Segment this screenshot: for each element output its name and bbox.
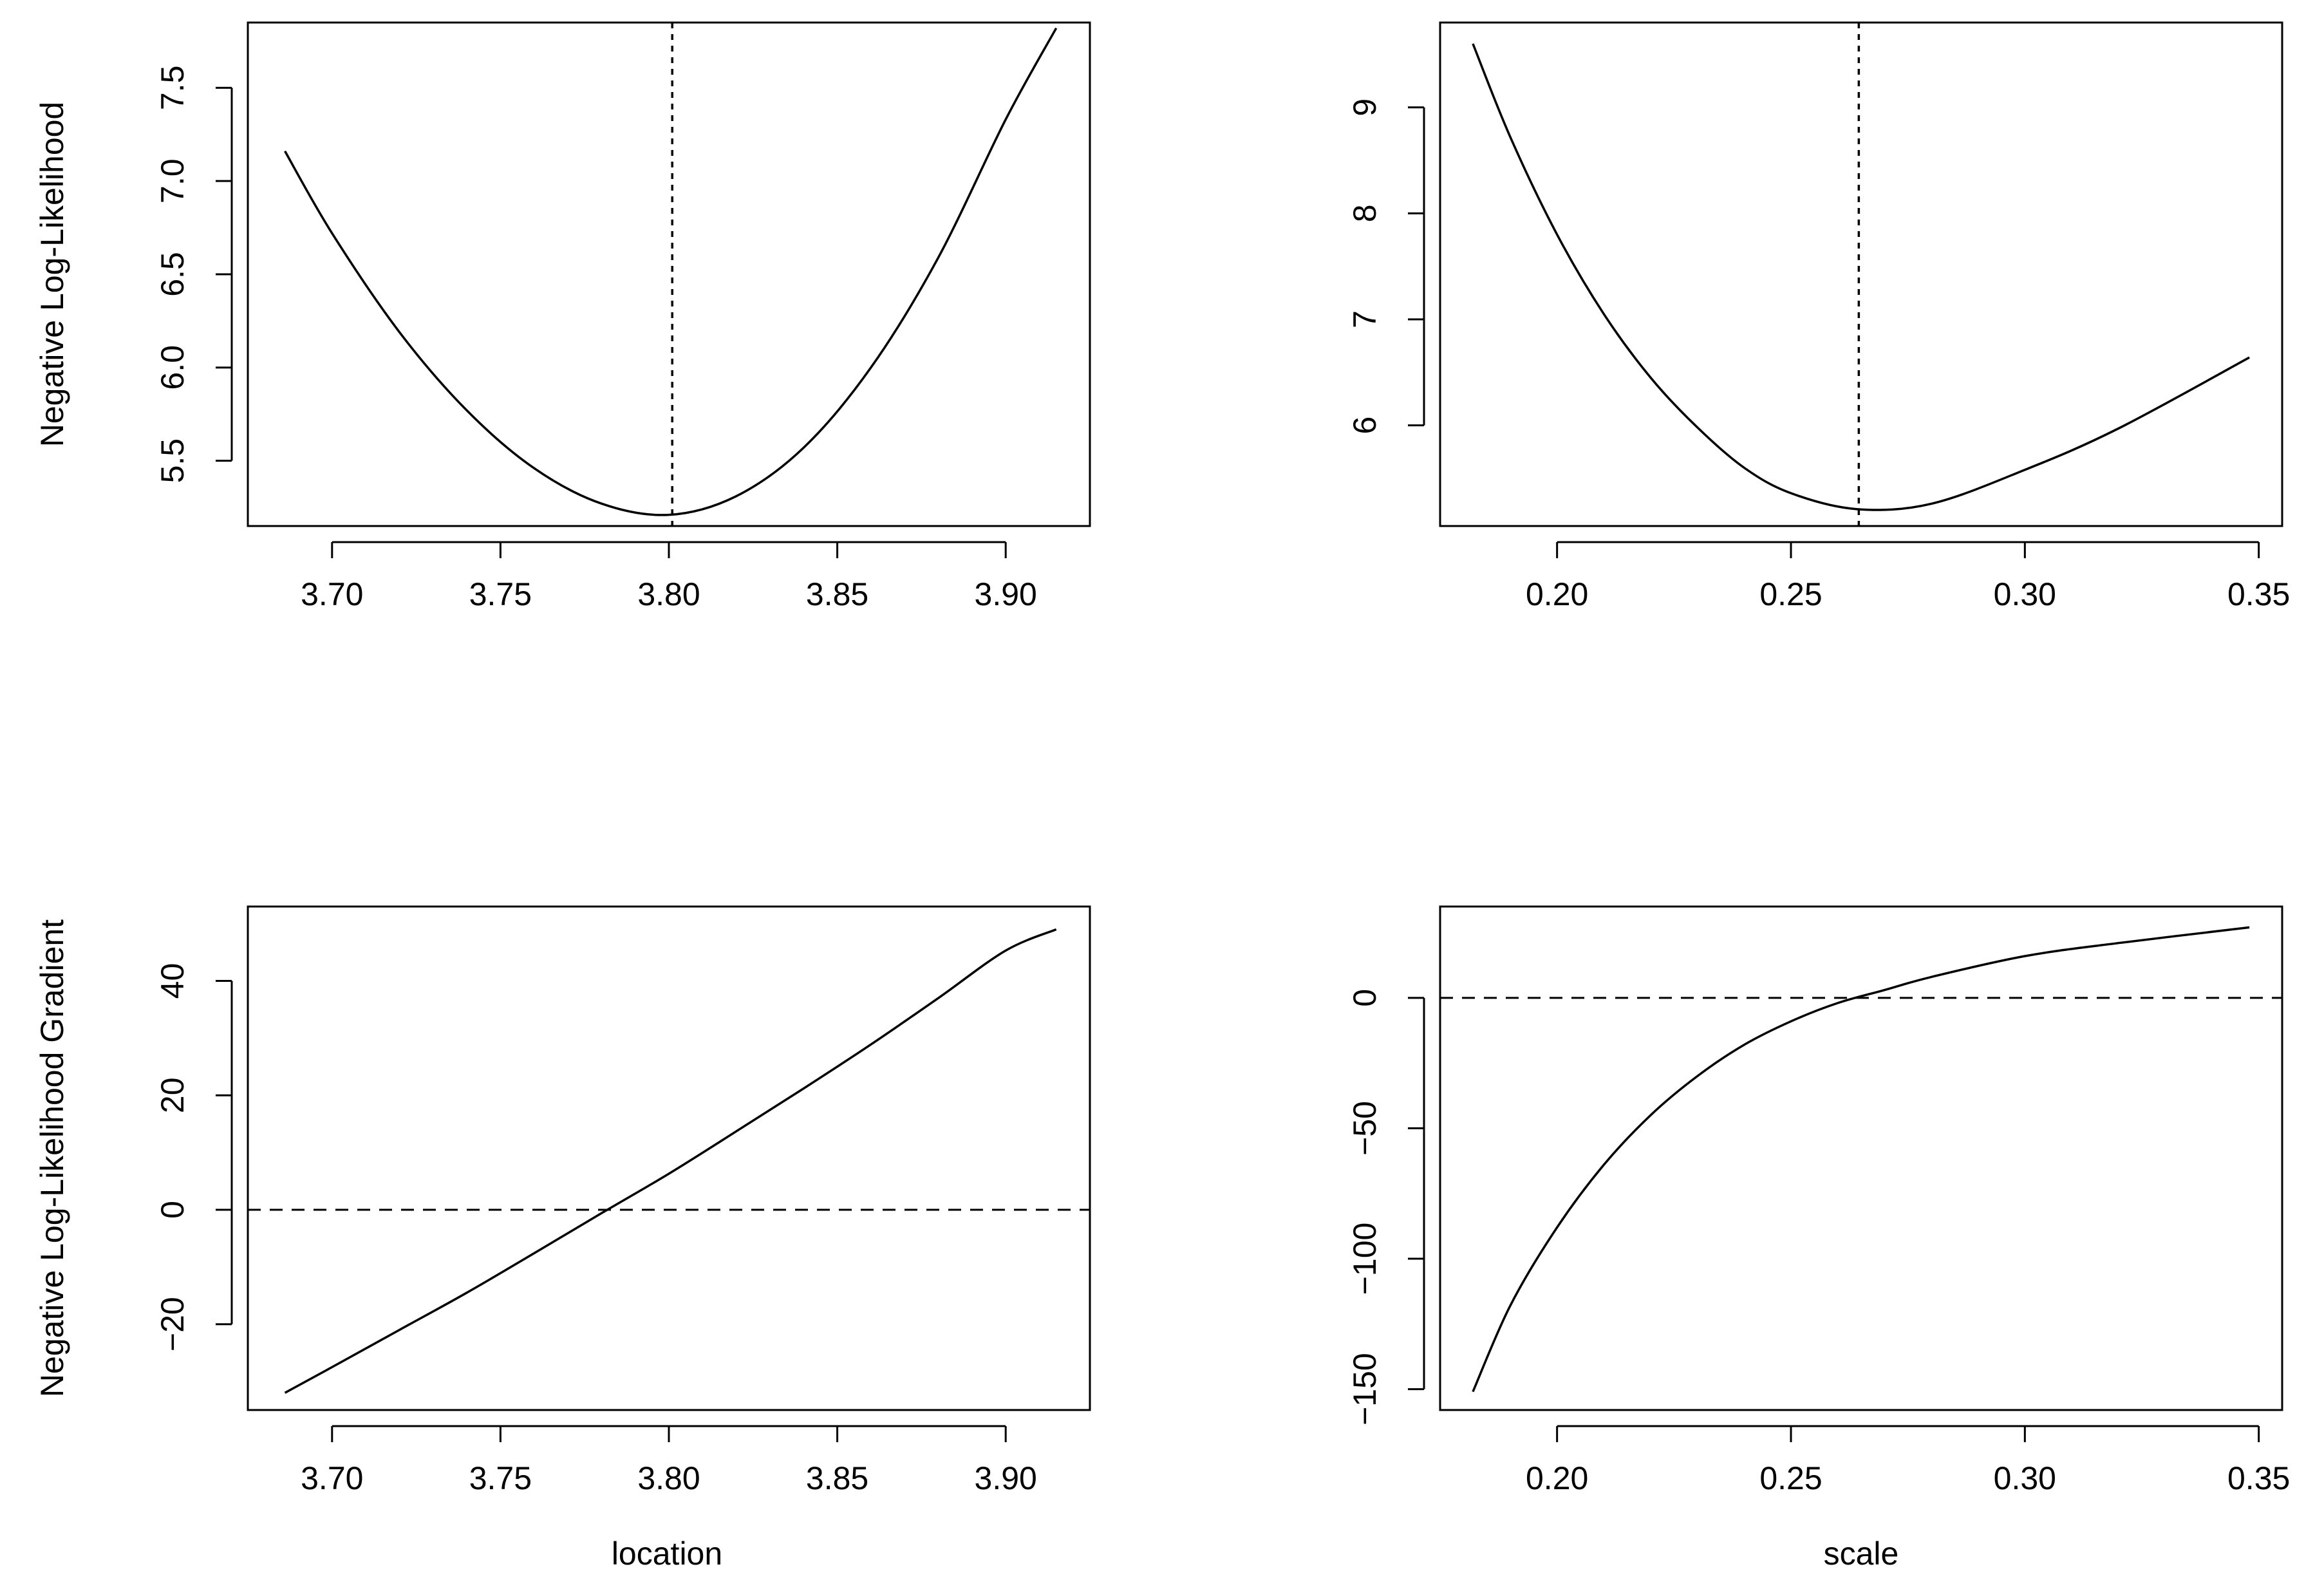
y-tick-label: −150 [1347,1353,1383,1425]
x-tick-label: 3.90 [975,1460,1037,1496]
plot-frame [1439,905,2283,1411]
panels-group: 3.70 3.75 3.80 3.85 3.90 5.5 6.0 6.5 7.0 7.5 Negat… [34,21,2290,1496]
y-tick-label: 6.5 [155,252,191,297]
x-tick-label: 3.85 [806,576,868,612]
plot-frame [1439,21,2283,527]
y-tick-label: 5.5 [155,438,191,484]
x-tick-label: 0.35 [2227,576,2290,612]
y-tick-label: −20 [155,1297,191,1351]
x-tick-label: 3.80 [637,576,700,612]
chart-panel-bottom-right: 0.20 0.25 0.30 0.35 −150 −100 −50 0 [1347,905,2290,1496]
series-line [1472,926,2250,1393]
x-tick-label: 3.75 [469,1460,532,1496]
y-tick-label: 7.0 [155,158,191,203]
plot-frame [247,21,1091,527]
x-tick-label: 0.35 [2227,1460,2290,1496]
series-line [284,27,1058,516]
series-line [284,928,1057,1394]
x-tick-label: 3.70 [301,576,363,612]
y-tick-label: 9 [1347,99,1383,117]
x-tick-label: 0.20 [1526,1460,1588,1496]
y-tick-label: 20 [155,1077,191,1113]
y-axis-title: Negative Log-Likelihood Gradient [34,919,70,1397]
y-tick-label: 0 [155,1201,191,1219]
x-tick-label: 0.25 [1759,576,1822,612]
y-tick-label: 7 [1347,310,1383,328]
x-tick-label: 3.75 [469,576,532,612]
x-tick-label: 0.30 [1994,1460,2056,1496]
y-tick-label: 40 [155,963,191,999]
chart-panel-top-left: 3.70 3.75 3.80 3.85 3.90 5.5 6.0 6.5 7.0 7.5 Negat… [34,21,1091,612]
x-tick-label: 3.90 [975,576,1037,612]
x-tick-label: 0.20 [1526,576,1588,612]
y-tick-label: 8 [1347,204,1383,222]
x-tick-label: 3.70 [301,1460,363,1496]
series-line [1472,43,2250,511]
plot-frame [247,905,1091,1411]
y-tick-label: −100 [1347,1223,1383,1295]
y-axis-title: Negative Log-Likelihood [34,102,70,447]
chart-panel-top-right: 0.20 0.25 0.30 0.35 6 7 8 9 [1347,21,2290,612]
x-tick-label: 3.85 [806,1460,868,1496]
x-axis-title-scale: scale [1824,1536,1899,1572]
x-tick-label: 0.30 [1994,576,2056,612]
x-axis-title-location: location [612,1536,722,1572]
y-tick-label: 6 [1347,417,1383,435]
x-tick-label: 3.80 [637,1460,700,1496]
y-tick-label: 6.0 [155,345,191,390]
y-tick-label: −50 [1347,1101,1383,1156]
x-tick-label: 0.25 [1759,1460,1822,1496]
chart-panel-bottom-left: 3.70 3.75 3.80 3.85 3.90 −20 0 20 40 Negative Log… [34,905,1091,1496]
y-tick-label: 0 [1347,989,1383,1007]
y-tick-label: 7.5 [155,66,191,111]
